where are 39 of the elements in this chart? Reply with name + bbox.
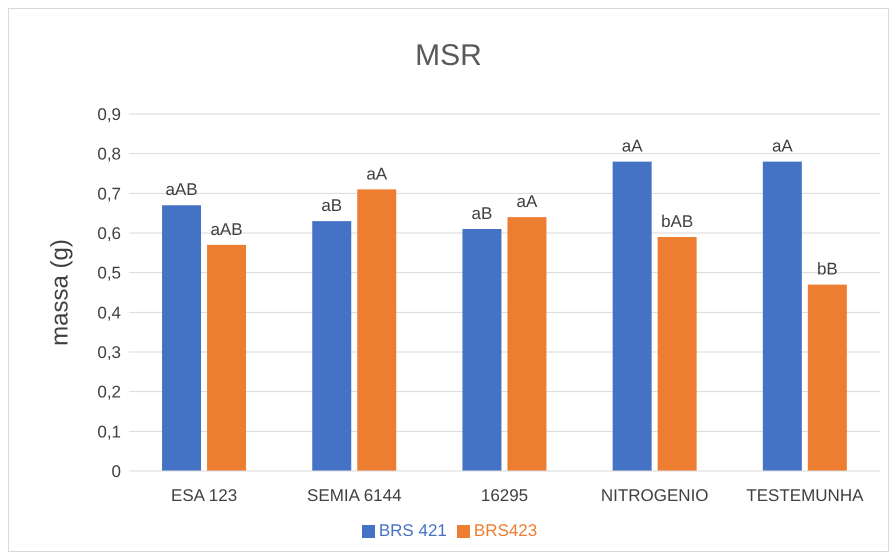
- bar: [462, 229, 502, 471]
- y-tick-label: 0: [112, 462, 121, 482]
- data-label: aA: [366, 164, 388, 184]
- bar: [658, 236, 697, 471]
- y-tick-label: 0,6: [97, 224, 121, 244]
- x-tick-label: TESTEMUNHA: [746, 486, 864, 506]
- data-label: aB: [472, 204, 492, 224]
- data-label: aA: [772, 136, 794, 156]
- legend-label: BRS423: [474, 521, 538, 540]
- y-tick-label: 0,5: [97, 264, 121, 283]
- y-tick-label: 0,1: [97, 422, 121, 442]
- x-tick-label: NITROGENIO: [600, 486, 709, 506]
- bar: [207, 244, 246, 471]
- chart-title: MSR: [414, 39, 483, 73]
- y-tick-label: 0,3: [97, 343, 121, 362]
- x-tick-label: ESA 123: [171, 486, 238, 506]
- data-label: aA: [622, 136, 644, 156]
- data-label: aA: [516, 192, 538, 212]
- legend-label: BRS 421: [378, 521, 447, 540]
- y-tick-label: 0,8: [97, 144, 121, 164]
- data-label: aAB: [165, 180, 198, 200]
- x-tick-label: SEMIA 6144: [307, 486, 402, 506]
- y-tick-label: 0,9: [97, 105, 121, 124]
- data-label: aB: [321, 196, 342, 216]
- bar: [312, 221, 352, 471]
- data-label: bAB: [661, 212, 694, 231]
- bar: [357, 189, 396, 471]
- bar: [162, 205, 202, 471]
- bar: [808, 284, 847, 471]
- data-label: aAB: [210, 220, 243, 239]
- bar: [762, 162, 802, 471]
- data-label: bB: [816, 260, 838, 279]
- y-tick-label: 0,2: [97, 382, 121, 402]
- y-tick-label: 0,7: [97, 184, 121, 204]
- y-axis-title: massa (g): [46, 239, 74, 346]
- y-tick-label: 0,4: [97, 303, 121, 322]
- bar: [507, 217, 546, 471]
- bar: [612, 162, 652, 471]
- x-tick-label: 16295: [480, 486, 528, 506]
